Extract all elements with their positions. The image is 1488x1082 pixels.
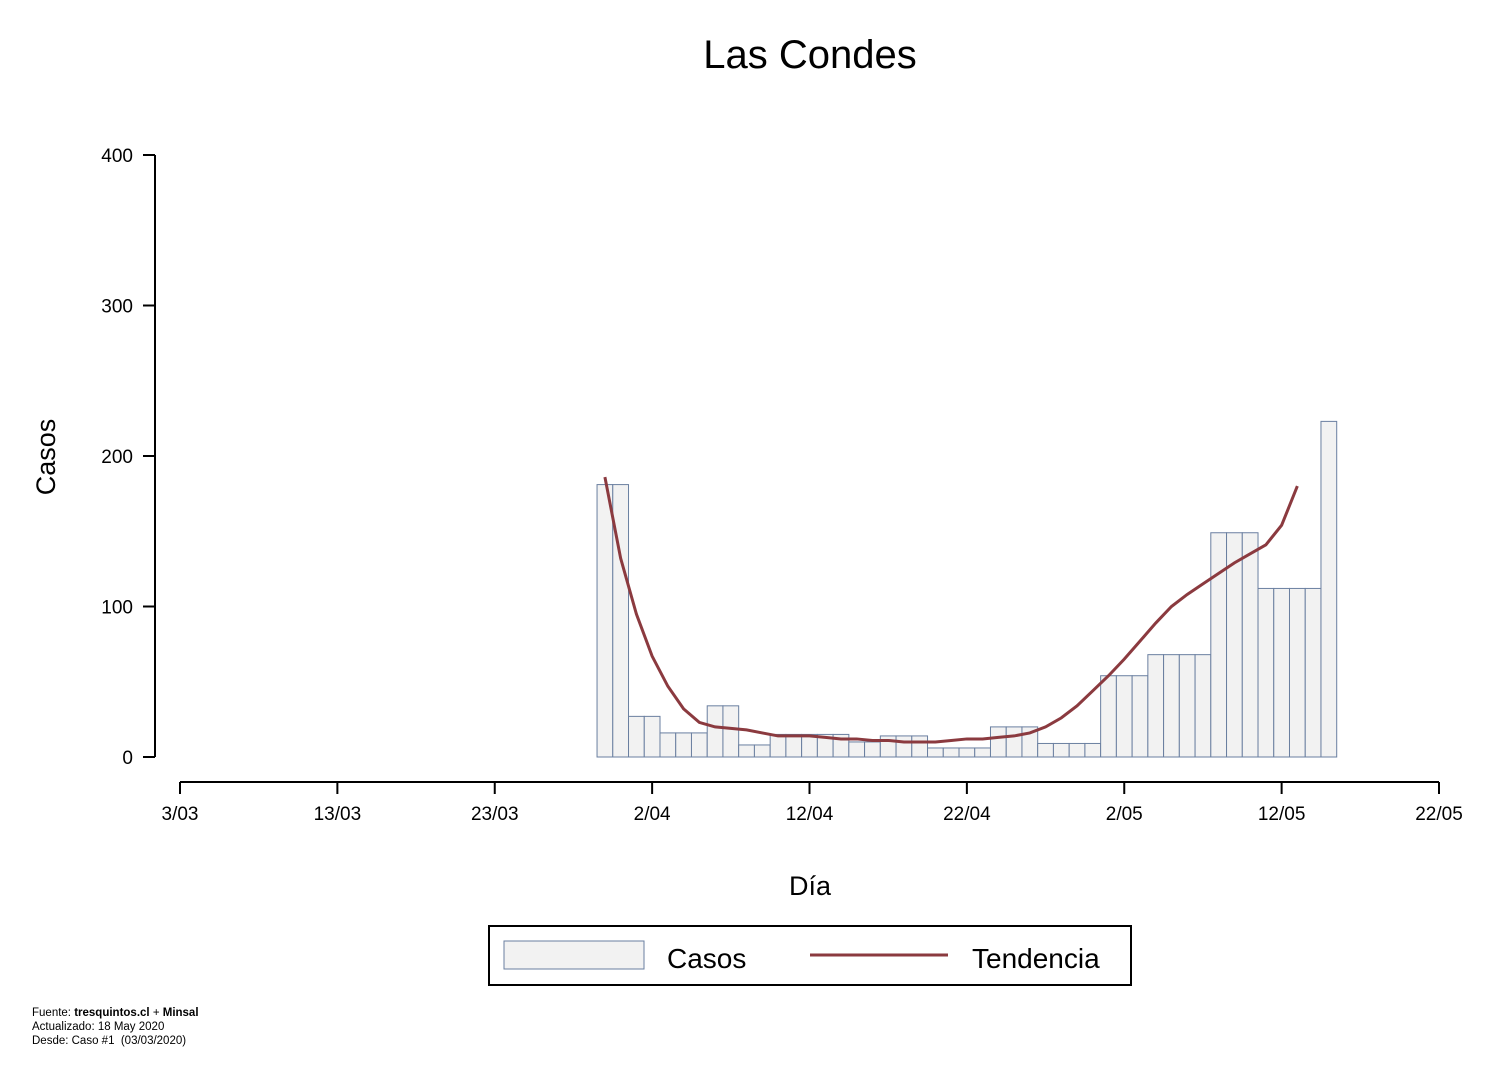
x-tick-label: 22/05 — [1415, 804, 1463, 825]
y-tick-label: 200 — [101, 447, 133, 468]
bar — [1304, 587, 1322, 758]
bar — [753, 744, 771, 758]
x-axis-label: Día — [789, 871, 832, 901]
x-tick-label: 23/03 — [471, 804, 519, 825]
bar — [974, 747, 991, 758]
bar — [1115, 675, 1133, 758]
x-tick-label: 13/03 — [314, 804, 362, 825]
trend-line — [603, 476, 1299, 744]
bar — [1068, 742, 1086, 758]
bar — [722, 705, 740, 758]
x-tick-label: 22/04 — [943, 804, 991, 825]
y-tick-label: 0 — [122, 748, 133, 769]
bar — [1163, 654, 1180, 758]
bar — [1147, 654, 1165, 758]
footer-updated: Actualizado: 18 May 2020 — [32, 1021, 165, 1033]
bar — [848, 741, 866, 758]
bar — [769, 733, 787, 758]
bar — [612, 484, 630, 758]
legend-label-casos: Casos — [667, 943, 746, 974]
bars — [596, 420, 1338, 758]
y-tick-label: 300 — [101, 297, 133, 318]
bar — [659, 732, 677, 758]
bar — [1210, 532, 1228, 758]
footer-since: Desde: Caso #1 (03/03/2020) — [32, 1035, 187, 1047]
bar — [1320, 420, 1338, 758]
bar — [1273, 587, 1291, 758]
footer-source: Fuente: tresquintos.cl + Minsal — [32, 1006, 199, 1020]
footer-source-b: Minsal — [162, 1007, 199, 1019]
x-tick-label: 2/05 — [1106, 804, 1143, 825]
legend-label-tendencia: Tendencia — [972, 943, 1100, 974]
bar — [1100, 675, 1117, 758]
bar — [785, 733, 803, 758]
bar — [596, 484, 614, 758]
bar — [864, 741, 881, 758]
legend-swatch-casos — [503, 940, 645, 970]
bar — [895, 735, 913, 758]
x-tick-label: 3/03 — [162, 804, 199, 825]
bar — [911, 735, 929, 758]
bar — [1037, 742, 1054, 758]
bar — [643, 715, 661, 758]
bar — [1131, 675, 1149, 758]
footer-source-sep: + — [152, 1007, 160, 1019]
bar — [738, 744, 755, 758]
bar — [958, 747, 976, 758]
y-axis: 0 100 200 300 400 — [101, 146, 156, 769]
y-tick-label: 400 — [101, 146, 133, 167]
bar — [942, 747, 960, 758]
bar — [706, 705, 724, 758]
y-tick-label: 100 — [101, 598, 133, 619]
y-axis-label: Casos — [31, 419, 61, 496]
x-tick-label: 12/04 — [786, 804, 834, 825]
x-tick-label: 12/05 — [1258, 804, 1306, 825]
bar — [989, 726, 1007, 758]
bar — [675, 732, 692, 758]
bar — [628, 715, 645, 758]
bar — [1005, 726, 1023, 758]
bar — [1178, 654, 1196, 758]
legend: Casos Tendencia — [488, 925, 1132, 986]
chart-title: Las Condes — [703, 33, 916, 77]
bar — [1288, 587, 1306, 758]
x-tick-label: 2/04 — [634, 804, 671, 825]
x-axis: 3/03 13/03 23/03 2/04 12/04 22/04 2/05 12/05 22/… — [162, 781, 1463, 825]
footer-source-label: Fuente: — [32, 1007, 71, 1019]
bar — [927, 747, 944, 758]
bar — [1241, 532, 1259, 758]
bar — [690, 732, 708, 758]
footer: Fuente: tresquintos.cl + Minsal Actualiz… — [32, 1006, 199, 1048]
bar — [1084, 742, 1102, 758]
bar — [1194, 654, 1212, 758]
bar — [1257, 587, 1275, 758]
footer-source-a: tresquintos.cl — [74, 1007, 150, 1019]
bar — [1052, 742, 1070, 758]
